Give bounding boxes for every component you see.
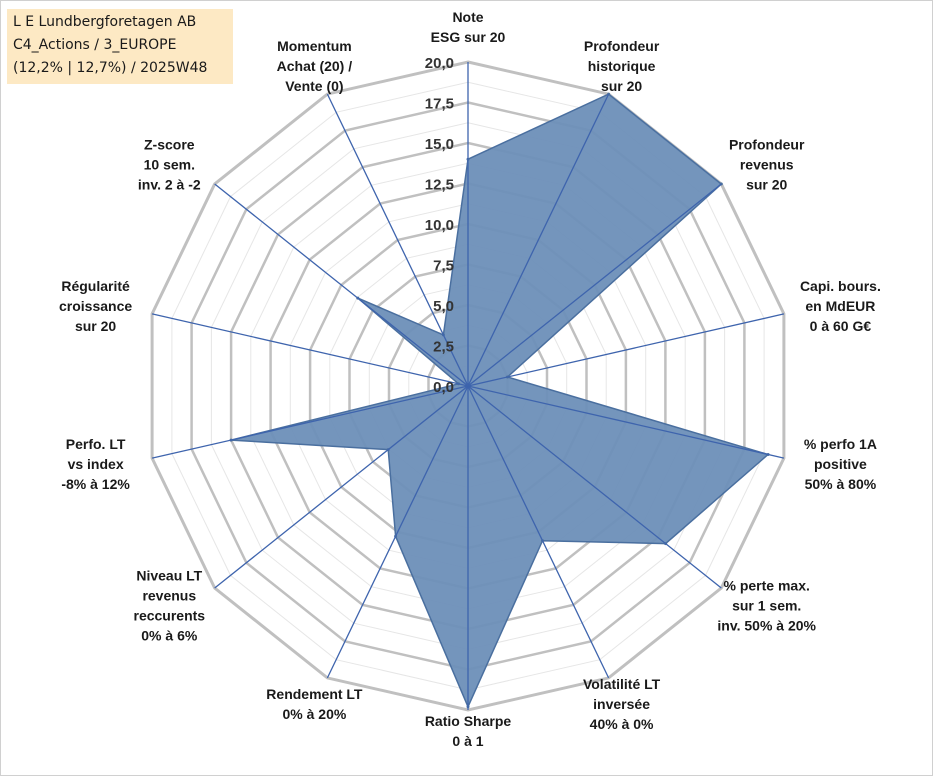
- axis-label-line: sur 20: [746, 176, 787, 192]
- axis-label-line: -8% à 12%: [61, 476, 130, 492]
- axis-spoke: [214, 385, 469, 589]
- axis-label-line: % perte max.: [724, 578, 810, 594]
- axis-label-line: Note: [452, 9, 483, 25]
- axis-label-line: Volatilité LT: [583, 676, 661, 692]
- axis-spoke: [326, 385, 469, 679]
- axis-label: Note ESG sur 20: [431, 9, 506, 45]
- axis-label-line: Rendement LT: [266, 686, 363, 702]
- axis-spoke: [467, 385, 785, 459]
- axis-label-line: ESG sur 20: [431, 29, 506, 45]
- axis-label-line: revenus: [740, 156, 794, 172]
- axis-label-line: en MdEUR: [805, 298, 875, 314]
- axis-spoke: [214, 183, 469, 387]
- tick-label: 17,5: [425, 96, 454, 113]
- axis-spoke: [326, 93, 469, 387]
- axis-label: Profondeur historique sur 20: [584, 38, 660, 94]
- tick-label: 7,5: [433, 258, 454, 275]
- axis-label-line: % perfo 1A: [804, 436, 877, 452]
- axis-spoke: [467, 385, 610, 679]
- axis-label-line: 40% à 0%: [590, 716, 654, 732]
- axis-label-line: sur 1 sem.: [732, 598, 801, 614]
- axis-label: Profondeur revenus sur 20: [729, 136, 805, 192]
- axis-label: Rendement LT 0% à 20%: [266, 686, 363, 722]
- axis-label: Volatilité LT inversée 40% à 0%: [583, 676, 661, 732]
- axis-spoke: [151, 313, 469, 387]
- info-line-company: L E Lundbergforetagen AB: [13, 14, 197, 30]
- axis-label-line: 0% à 6%: [141, 628, 198, 644]
- axis-label-line: Momentum: [277, 38, 352, 54]
- axis-label-line: positive: [814, 456, 867, 472]
- axis-label-line: Régularité: [61, 278, 130, 294]
- axis-label-line: inv. 2 à -2: [138, 176, 201, 192]
- axis-label: Momentum Achat (20) / Vente (0): [277, 38, 353, 94]
- axis-label-line: Niveau LT: [136, 568, 202, 584]
- tick-label: 5,0: [433, 298, 454, 315]
- info-line-category: C4_Actions / 3_EUROPE: [13, 37, 177, 53]
- axis-label-line: Perfo. LT: [66, 436, 126, 452]
- axis-label: Régularité croissance sur 20: [59, 278, 132, 334]
- axis-label-line: Profondeur: [729, 136, 805, 152]
- axis-label-line: inversée: [593, 696, 650, 712]
- axis-label-line: inv. 50% à 20%: [717, 618, 816, 634]
- axis-label-line: 0 à 60 G€: [810, 318, 872, 334]
- axis-label-line: 0% à 20%: [282, 706, 346, 722]
- axis-label-line: sur 20: [75, 318, 116, 334]
- axis-label-line: 0 à 1: [452, 733, 483, 749]
- tick-label: 10,0: [425, 217, 454, 234]
- axis-spoke: [467, 385, 722, 589]
- axis-label-line: Ratio Sharpe: [425, 713, 512, 729]
- axis-spoke: [467, 183, 722, 387]
- axis-label: Perfo. LT vs index -8% à 12%: [61, 436, 130, 492]
- tick-label: 15,0: [425, 136, 454, 153]
- info-line-performance: (12,2% | 12,7%) / 2025W48: [13, 60, 208, 76]
- tick-label: 2,5: [433, 339, 454, 356]
- axis-label: Niveau LT revenus reccurents 0% à 6%: [134, 568, 206, 644]
- axis-label-line: Profondeur: [584, 38, 660, 54]
- axis-label-line: historique: [588, 58, 656, 74]
- axis-label-line: sur 20: [601, 78, 642, 94]
- axis-label-line: 50% à 80%: [805, 476, 877, 492]
- axis-label-line: reccurents: [134, 608, 206, 624]
- axis-label-line: Vente (0): [285, 78, 343, 94]
- axis-label: Capi. bours. en MdEUR 0 à 60 G€: [800, 278, 881, 334]
- axis-spoke: [467, 313, 785, 387]
- axis-label-line: Capi. bours.: [800, 278, 881, 294]
- axis-label-line: croissance: [59, 298, 132, 314]
- tick-label: 20,0: [425, 55, 454, 72]
- axis-label-line: Achat (20) /: [277, 58, 353, 74]
- tick-label: 0,0: [433, 379, 454, 396]
- axis-spoke: [151, 385, 469, 459]
- axis-label: Z-score 10 sem. inv. 2 à -2: [138, 136, 201, 192]
- axis-label-line: 10 sem.: [144, 156, 195, 172]
- info-box: L E Lundbergforetagen AB C4_Actions / 3_…: [7, 9, 233, 84]
- axis-spoke: [467, 93, 610, 387]
- tick-label: 12,5: [425, 177, 454, 194]
- axis-label: % perfo 1A positive 50% à 80%: [804, 436, 877, 492]
- axis-label-line: Z-score: [144, 136, 195, 152]
- axis-label: % perte max. sur 1 sem. inv. 50% à 20%: [717, 578, 816, 634]
- axis-label-line: vs index: [68, 456, 124, 472]
- axis-label: Ratio Sharpe 0 à 1: [425, 713, 512, 749]
- axis-label-line: revenus: [142, 588, 196, 604]
